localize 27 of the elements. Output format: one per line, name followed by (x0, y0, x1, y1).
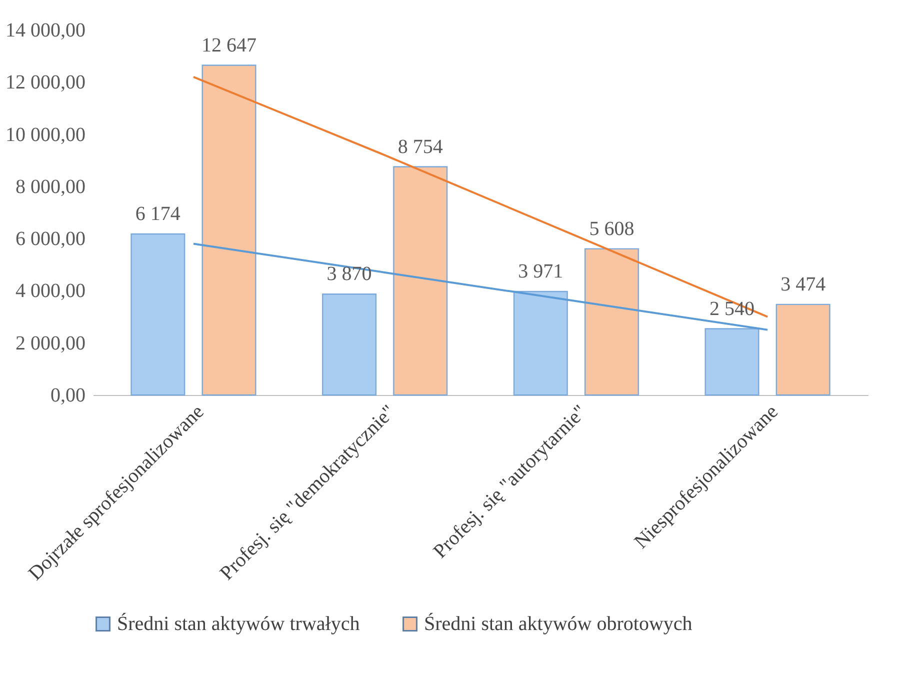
bar (776, 304, 830, 396)
data-label: 3 870 (326, 263, 372, 286)
y-tick-label: 6 000,00 (16, 228, 86, 250)
bar (513, 290, 568, 396)
legend-label: Średni stan aktywów obrotowych (424, 612, 692, 635)
y-tick-label: 10 000,00 (6, 124, 86, 146)
bar (202, 64, 256, 396)
data-label: 3 474 (780, 273, 826, 296)
bar (393, 166, 448, 396)
line-series (192, 242, 769, 331)
y-tick-label: 2 000,00 (16, 332, 86, 354)
y-tick-label: 4 000,00 (16, 280, 86, 302)
data-label: 5 608 (589, 218, 634, 240)
y-tick-label: 14 000,00 (6, 20, 86, 42)
bar (130, 233, 186, 396)
legend-label: Średni stan aktywów trwałych (117, 612, 360, 635)
data-label: 6 174 (135, 203, 180, 226)
y-tick-label: 12 000,00 (6, 72, 86, 94)
data-label: 8 754 (398, 136, 443, 158)
bar (322, 294, 377, 396)
bar (584, 248, 639, 396)
y-tick-label: 0,00 (50, 384, 86, 406)
data-label: 3 971 (518, 260, 564, 282)
bar (704, 328, 760, 396)
line-series (192, 76, 769, 318)
data-label: 12 647 (202, 34, 256, 56)
y-tick-label: 8 000,00 (16, 176, 86, 198)
